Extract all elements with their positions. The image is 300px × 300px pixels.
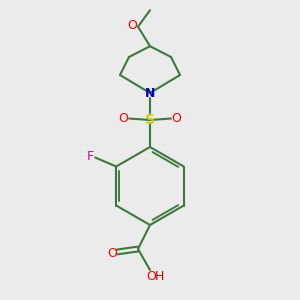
Text: O: O: [119, 112, 128, 125]
Text: H: H: [155, 269, 164, 283]
Text: O: O: [147, 269, 156, 283]
Text: O: O: [172, 112, 181, 125]
Text: N: N: [145, 86, 155, 100]
Text: F: F: [86, 149, 93, 163]
Text: O: O: [128, 19, 137, 32]
Text: S: S: [145, 113, 155, 127]
Text: O: O: [107, 247, 117, 260]
